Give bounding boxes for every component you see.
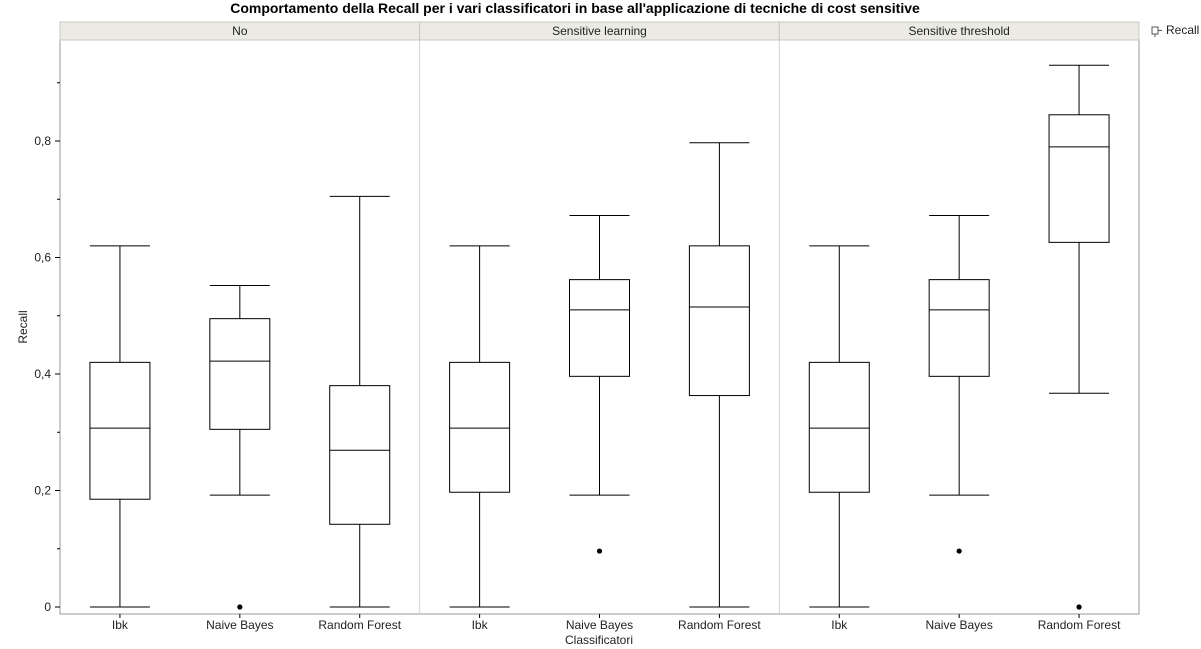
iqr-box	[1048, 114, 1110, 243]
x-tick-label: Random Forest	[1038, 618, 1121, 632]
legend-icon	[1151, 26, 1162, 37]
y-tick-label: 0,2	[34, 484, 51, 498]
y-axis-title: Recall	[16, 310, 30, 343]
box-ibk: Ibk	[808, 245, 870, 632]
x-tick-label: Ibk	[472, 618, 489, 632]
panel-header-label: No	[232, 24, 248, 38]
outlier-point	[596, 548, 603, 554]
panel-header-label: Sensitive threshold	[908, 24, 1009, 38]
iqr-box	[329, 385, 391, 525]
x-axis-title: Classificatori	[565, 633, 633, 647]
y-tick-label: 0,8	[34, 134, 51, 148]
iqr-box	[808, 361, 870, 493]
box-random-forest: Random Forest	[318, 195, 402, 632]
legend-label: Recall	[1166, 23, 1199, 37]
x-tick-label: Random Forest	[678, 618, 761, 632]
box-random-forest: Random Forest	[1038, 64, 1121, 632]
x-tick-label: Ibk	[112, 618, 129, 632]
box-naive-bayes: Naive Bayes	[566, 215, 633, 632]
x-tick-label: Random Forest	[318, 618, 401, 632]
outlier-point	[956, 548, 962, 554]
outlier-point	[1076, 604, 1082, 610]
iqr-box	[569, 279, 630, 377]
panel-sensitive-learning: Sensitive learning Ibk Naive Bayes Random F…	[419, 21, 780, 632]
box-ibk: Ibk	[89, 245, 151, 632]
y-tick-label: 0	[44, 600, 51, 614]
iqr-box	[89, 361, 151, 500]
x-tick-label: Naive Bayes	[925, 618, 992, 632]
x-tick-label: Ibk	[831, 618, 848, 632]
x-tick-label: Naive Bayes	[566, 618, 633, 632]
box-random-forest: Random Forest	[678, 142, 761, 632]
iqr-box	[688, 245, 750, 397]
x-tick-label: Naive Bayes	[206, 618, 273, 632]
panel-sensitive-threshold: Sensitive threshold Ibk Naive Bayes Random …	[778, 21, 1140, 632]
y-tick-label: 0,6	[34, 251, 51, 265]
panel-no: No Ibk Naive Bayes Random Forest	[59, 21, 421, 632]
box-naive-bayes: Naive Bayes	[925, 215, 993, 632]
panel-header-label: Sensitive learning	[552, 24, 647, 38]
y-axis: 0 0,2 0,4 0,6 0,8	[34, 82, 60, 614]
iqr-box	[928, 279, 990, 377]
panel-header	[778, 21, 1140, 41]
legend: Recall	[1151, 23, 1199, 37]
box-ibk: Ibk	[449, 245, 511, 632]
outlier-point	[237, 604, 243, 610]
iqr-box	[209, 318, 271, 430]
y-tick-label: 0,4	[34, 367, 51, 381]
box-naive-bayes: Naive Bayes	[206, 284, 274, 632]
chart-title: Comportamento della Recall per i vari cl…	[230, 0, 920, 16]
iqr-box	[449, 361, 511, 493]
